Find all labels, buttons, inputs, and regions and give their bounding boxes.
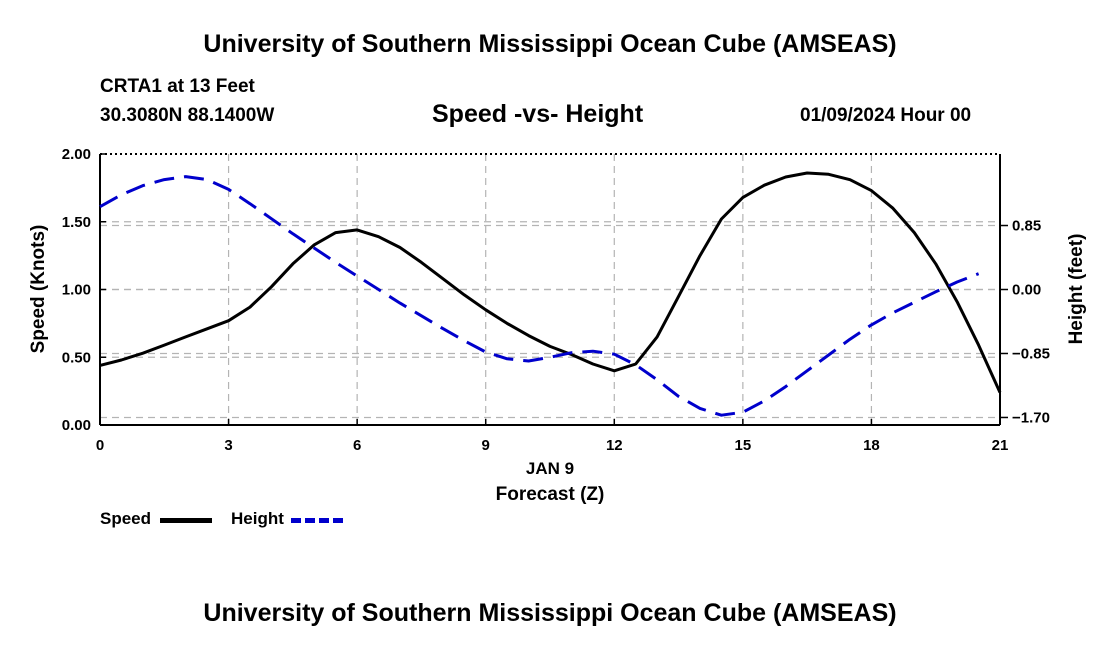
x-tick-label: 0: [96, 437, 104, 454]
x-tick-label: 18: [863, 437, 880, 454]
x-tick-label: 6: [353, 437, 361, 454]
y2-tick-label: 0.00: [1012, 282, 1041, 299]
x-tick-label: 12: [606, 437, 623, 454]
y-tick-label: 0.00: [62, 417, 91, 434]
x-tick-label: 15: [735, 437, 752, 454]
run-time: 01/09/2024 Hour 00: [800, 105, 972, 126]
legend-height-swatch: [291, 518, 343, 523]
y-tick-label: 0.50: [62, 349, 91, 366]
y2-axis-title: Height (feet): [1066, 234, 1087, 345]
main-title: University of Southern Mississippi Ocean…: [203, 30, 897, 58]
legend-speed-label: Speed: [100, 509, 152, 528]
y-axis-title: Speed (Knots): [28, 225, 49, 354]
station-label: CRTA1 at 13 Feet: [100, 76, 255, 97]
x-tick-label: 3: [224, 437, 232, 454]
y-tick-label: 1.50: [62, 214, 91, 231]
speed-series-line: [99, 171, 1002, 394]
chart-title: Speed -vs- Height: [432, 100, 644, 128]
y-tick-label: 2.00: [62, 146, 91, 163]
x-tick-label: 21: [992, 437, 1009, 454]
height-series-line: [99, 175, 980, 417]
legend-speed-swatch: [160, 518, 212, 523]
y-tick-label: 1.00: [62, 282, 91, 299]
y2-tick-label: 0.85: [1012, 218, 1041, 235]
x-axis-title: Forecast (Z): [496, 484, 605, 505]
legend-height-label: Height: [231, 509, 284, 528]
bottom-title: University of Southern Mississippi Ocean…: [203, 599, 897, 627]
x-tick-label: 9: [482, 437, 490, 454]
x-date-label: JAN 9: [526, 459, 574, 478]
y2-tick-label: −0.85: [1012, 345, 1050, 362]
y2-tick-label: −1.70: [1012, 409, 1050, 426]
station-coordinates: 30.3080N 88.1400W: [100, 105, 275, 126]
